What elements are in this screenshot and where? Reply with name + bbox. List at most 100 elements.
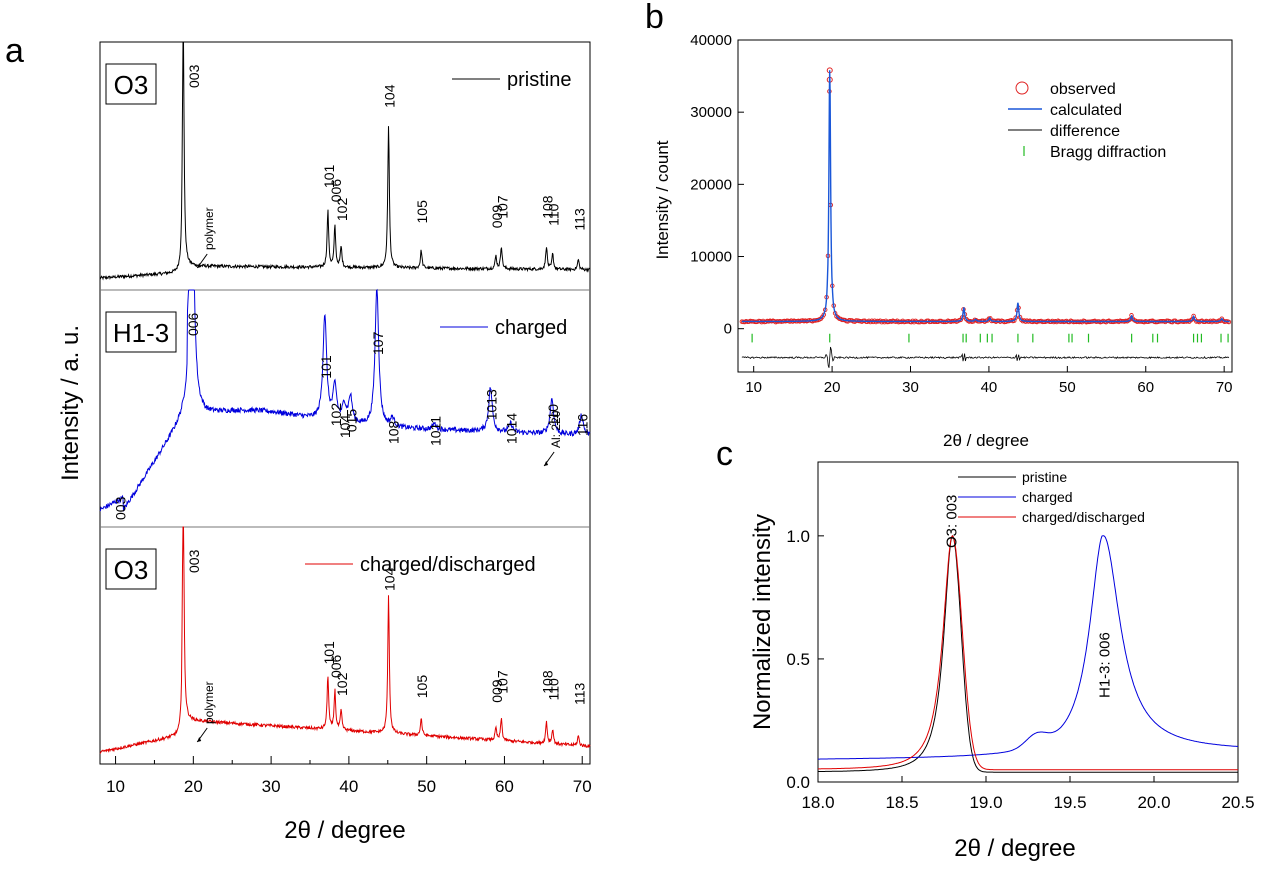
panel-c: 18.0 18.5 19.0 19.5 20.0 20.5 0.0 0.5 1.0 O3: 00… [749, 461, 1255, 862]
peak-label-107: 107 [370, 331, 386, 355]
note-label: polymer [202, 681, 216, 724]
panel-a-phase-box-1: H1-3 [105, 311, 177, 353]
peak-label-1014: 1014 [504, 413, 520, 444]
x-tick-label-40: 40 [339, 777, 358, 796]
x-tick-label: 20.5 [1221, 793, 1254, 812]
peak-label-104: 104 [382, 84, 398, 108]
peak-label-1013: 1013 [483, 389, 499, 420]
x-tick-label-30: 30 [262, 777, 281, 796]
peak-label-110: 110 [546, 203, 562, 226]
legend-bragg: Bragg diffraction [1050, 144, 1166, 161]
panel-c-ylabel: Normalized intensity [749, 514, 776, 730]
panel-a-phase-box-0: O3 [105, 63, 157, 105]
peak-label-015: 015 [343, 409, 359, 433]
legend-calculated: calculated [1050, 102, 1122, 119]
phase-box-frame [105, 311, 177, 353]
difference-line [741, 346, 1230, 368]
panel-label-b: b [645, 0, 664, 36]
x-tick-label: 20.0 [1137, 793, 1170, 812]
panel-a-ylabel: Intensity / a. u. [57, 325, 84, 481]
x-tick-label-10: 10 [106, 777, 125, 796]
panel-c-plot [818, 534, 1239, 773]
panel-label-a: a [5, 32, 24, 70]
panel-b-legend: observed calculated difference Bragg diffra… [1008, 81, 1166, 161]
phase-label: H1-3 [113, 318, 169, 348]
legend-observed: observed [1050, 81, 1116, 98]
y-tick-label: 0.5 [786, 650, 810, 669]
peak-label-101: 101 [318, 355, 334, 379]
peak-label-003: 003 [186, 64, 202, 88]
x-tick-label-70: 70 [1216, 379, 1233, 396]
panel-a-legend-charged: charged [495, 317, 567, 339]
panel-a-trace-pristine [99, 41, 591, 281]
panel-c-frame [817, 461, 1239, 783]
y-tick-label-10000: 10000 [690, 249, 732, 266]
x-tick-label-60: 60 [495, 777, 514, 796]
x-tick-label: 18.0 [801, 793, 834, 812]
peak-label-108: 108 [539, 670, 555, 694]
legend-label-0: pristine [1022, 469, 1067, 485]
panel-c-series-2 [818, 534, 1238, 771]
peak-label-101: 101 [321, 165, 337, 189]
note-arrow-head [544, 461, 549, 466]
y-tick-label: 0.0 [786, 773, 810, 792]
peak-label-113: 113 [571, 208, 587, 231]
panel-a-legend-discharged: charged/discharged [360, 554, 536, 576]
x-tick-label-10: 10 [745, 379, 762, 396]
peak-label-110: 110 [546, 678, 562, 701]
peak-label-102: 102 [334, 672, 350, 696]
panel-a-phase-box-2: O3 [105, 548, 157, 590]
x-tick-label-40: 40 [981, 379, 998, 396]
panel-c-legend: O3: 003 H1-3: 006 pristine charged charged/d… [943, 469, 1145, 698]
peak-label-102: 102 [328, 403, 344, 427]
peak-label-003: 003 [112, 496, 128, 520]
observed-point [1127, 317, 1133, 322]
note-arrow-head [197, 737, 202, 742]
legend-label-2: charged/discharged [1022, 509, 1145, 525]
note-label: polymer [202, 207, 216, 250]
panel-a-trace-charged [99, 288, 591, 512]
legend-difference: difference [1050, 123, 1120, 140]
panel-c-xlabel: 2θ / degree [954, 835, 1075, 862]
panel-b-ylabel: Intensity / count [653, 140, 672, 259]
x-tick-label-70: 70 [573, 777, 592, 796]
peak-label-110: 110 [545, 404, 561, 427]
x-tick-label-50: 50 [1059, 379, 1076, 396]
phase-label: O3 [114, 70, 149, 100]
peak-label-108: 108 [539, 195, 555, 219]
x-tick-label-20: 20 [824, 379, 841, 396]
peak-label-006: 006 [328, 654, 344, 678]
panel-label-c: c [716, 435, 733, 473]
peak-label-108: 108 [385, 420, 401, 444]
legend-label-1: charged [1022, 489, 1073, 505]
panel-c-axes: 18.0 18.5 19.0 19.5 20.0 20.5 0.0 0.5 1.0 [786, 527, 1254, 812]
phase-box-frame [105, 63, 157, 105]
panel-b: 10 20 30 40 50 60 70 0 10000 20000 30000 40000 obse… [653, 32, 1233, 450]
x-tick-label-60: 60 [1137, 379, 1154, 396]
phase-box-frame [105, 548, 157, 590]
panel-b-plot [739, 67, 1232, 368]
annotation-o3-003: O3: 003 [943, 495, 960, 548]
panel-a-legend-pristine: pristine [507, 69, 571, 91]
annotation-h13-006: H1-3: 006 [1097, 632, 1114, 698]
y-tick-label-30000: 30000 [690, 104, 732, 121]
x-tick-label: 18.5 [885, 793, 918, 812]
peak-label-1011: 1011 [427, 416, 443, 446]
peak-label-009: 009 [489, 679, 505, 703]
note-arrow-head [197, 263, 202, 268]
legend-observed-symbol [1015, 81, 1029, 95]
x-tick-label-20: 20 [184, 777, 203, 796]
calculated-line [741, 70, 1230, 323]
peak-label-104: 104 [337, 415, 353, 439]
panel-a-x-axis: 10 20 30 40 50 60 70 [106, 756, 592, 796]
phase-label: O3 [114, 555, 149, 585]
y-tick-label-0: 0 [724, 321, 732, 338]
peak-label-113: 113 [571, 682, 587, 705]
x-tick-label: 19.0 [969, 793, 1002, 812]
x-tick-label-50: 50 [417, 777, 436, 796]
panel-b-xlabel: 2θ / degree [943, 431, 1029, 450]
y-tick-label-20000: 20000 [690, 176, 732, 193]
